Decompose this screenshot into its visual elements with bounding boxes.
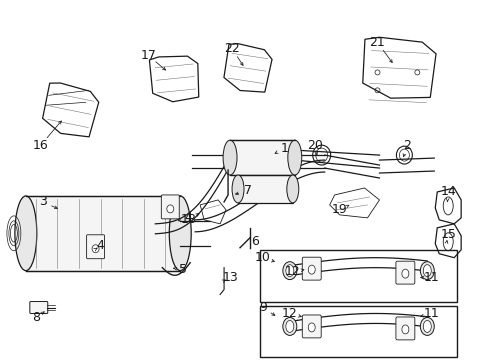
Ellipse shape xyxy=(166,205,173,213)
Text: 12: 12 xyxy=(282,307,297,320)
FancyBboxPatch shape xyxy=(161,195,179,219)
Ellipse shape xyxy=(15,196,37,271)
Bar xyxy=(260,306,456,357)
Text: 20: 20 xyxy=(306,139,322,152)
Ellipse shape xyxy=(420,262,433,280)
Text: 21: 21 xyxy=(369,36,385,49)
Ellipse shape xyxy=(169,196,191,271)
Ellipse shape xyxy=(223,140,237,175)
Text: 6: 6 xyxy=(250,235,258,248)
FancyBboxPatch shape xyxy=(302,315,321,338)
FancyBboxPatch shape xyxy=(86,235,104,259)
Text: 12: 12 xyxy=(285,265,300,278)
Ellipse shape xyxy=(307,323,315,332)
Text: 4: 4 xyxy=(97,239,104,252)
Text: 19: 19 xyxy=(331,203,347,216)
Ellipse shape xyxy=(282,318,296,336)
Text: 22: 22 xyxy=(224,42,240,55)
Ellipse shape xyxy=(307,265,315,274)
Bar xyxy=(260,250,456,302)
Text: 16: 16 xyxy=(33,139,49,152)
FancyBboxPatch shape xyxy=(302,257,321,280)
Ellipse shape xyxy=(232,175,244,203)
FancyBboxPatch shape xyxy=(30,302,48,314)
Text: 1: 1 xyxy=(280,141,288,155)
Text: 9: 9 xyxy=(259,301,266,314)
Text: 10: 10 xyxy=(254,251,270,264)
Text: 4: 4 xyxy=(184,211,192,224)
Text: 5: 5 xyxy=(179,263,187,276)
Text: 11: 11 xyxy=(423,271,438,284)
Text: 8: 8 xyxy=(32,311,40,324)
Text: 14: 14 xyxy=(439,185,455,198)
FancyBboxPatch shape xyxy=(229,140,294,175)
FancyBboxPatch shape xyxy=(238,175,292,203)
Text: 15: 15 xyxy=(439,228,455,241)
FancyBboxPatch shape xyxy=(395,317,414,340)
Ellipse shape xyxy=(282,262,296,280)
Text: 3: 3 xyxy=(39,195,47,208)
Text: 18: 18 xyxy=(180,213,196,226)
Ellipse shape xyxy=(287,140,301,175)
Ellipse shape xyxy=(423,320,430,332)
Text: 13: 13 xyxy=(222,271,238,284)
Ellipse shape xyxy=(401,269,408,278)
Ellipse shape xyxy=(420,318,433,336)
FancyBboxPatch shape xyxy=(26,196,180,271)
Text: 11: 11 xyxy=(423,307,438,320)
Text: 2: 2 xyxy=(403,139,410,152)
Ellipse shape xyxy=(285,265,293,276)
Ellipse shape xyxy=(286,175,298,203)
Text: 7: 7 xyxy=(244,184,251,197)
Text: 17: 17 xyxy=(140,49,156,62)
Ellipse shape xyxy=(423,265,430,276)
FancyBboxPatch shape xyxy=(395,261,414,284)
Ellipse shape xyxy=(92,245,99,253)
Ellipse shape xyxy=(285,320,293,332)
Ellipse shape xyxy=(401,325,408,334)
